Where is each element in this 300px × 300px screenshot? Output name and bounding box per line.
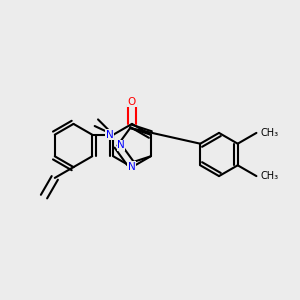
Text: N: N <box>117 140 125 151</box>
Text: N: N <box>128 162 136 172</box>
Text: N: N <box>106 130 114 140</box>
Text: N: N <box>128 164 136 175</box>
Text: CH₃: CH₃ <box>260 171 278 181</box>
Text: CH₃: CH₃ <box>260 128 278 138</box>
Text: O: O <box>128 97 136 106</box>
